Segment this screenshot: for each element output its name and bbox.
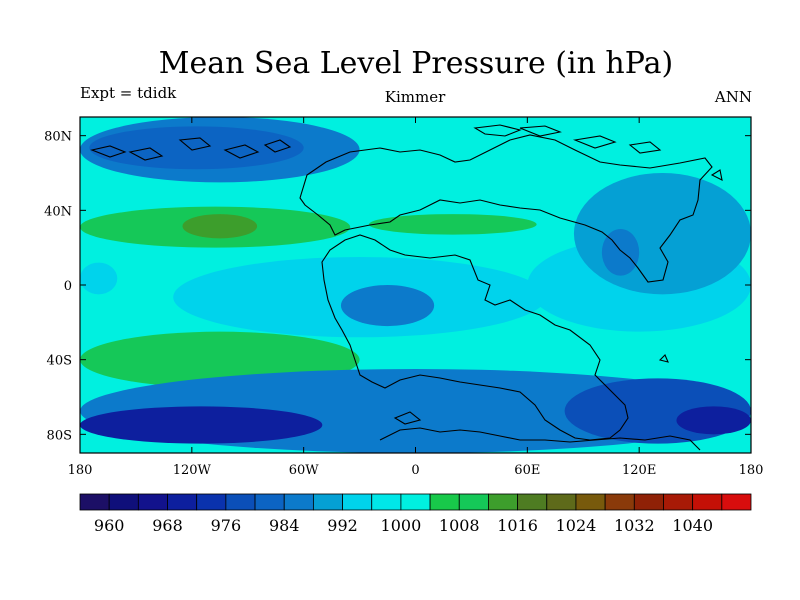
model-label: Kimmer <box>384 88 446 106</box>
colorbar-swatch <box>517 493 548 511</box>
region-south-east-deep-low <box>676 406 751 435</box>
region-east-asia-low <box>573 173 751 295</box>
colorbar-swatch <box>633 493 664 511</box>
colorbar: 960 968 976 984 992 1000 1008 1016 1024 1032 1040 <box>79 493 752 535</box>
colorbar-label: 1040 <box>672 516 713 535</box>
x-tick-label: 120E <box>622 463 656 478</box>
colorbar-label: 1024 <box>556 516 597 535</box>
colorbar-swatch <box>79 493 110 511</box>
colorbar-swatch <box>196 493 227 511</box>
x-tick-label: 180 <box>68 463 93 478</box>
region-southern-ocean-deep-low <box>80 406 323 444</box>
region-north-america-low <box>601 229 640 276</box>
x-tick-label: 60W <box>289 463 320 478</box>
colorbar-swatch <box>692 493 723 511</box>
colorbar-label: 1008 <box>439 516 480 535</box>
colorbar-swatch <box>429 493 460 511</box>
region-tethys-high <box>368 214 537 235</box>
y-tick-label: 0 <box>64 279 72 294</box>
coastlines <box>90 124 723 451</box>
colorbar-swatch <box>488 493 519 511</box>
colorbar-swatch <box>721 493 752 511</box>
colorbar-swatch <box>371 493 402 511</box>
region-arctic-low-core <box>89 126 304 170</box>
colorbar-swatch <box>254 493 285 511</box>
y-tick-label: 40N <box>44 204 72 219</box>
colorbar-label: 1032 <box>614 516 655 535</box>
colorbar-label: 984 <box>269 516 300 535</box>
colorbar-swatch <box>546 493 577 511</box>
colorbar-label: 992 <box>327 516 358 535</box>
x-tick-label: 180 <box>739 463 764 478</box>
season-label: ANN <box>714 88 752 106</box>
y-tick-label: 80S <box>47 428 72 443</box>
colorbar-swatch <box>342 493 373 511</box>
region-north-pacific-high-core <box>182 214 258 239</box>
y-tick-label: 80N <box>44 130 72 145</box>
colorbar-swatch <box>137 493 168 511</box>
colorbar-label: 1016 <box>497 516 538 535</box>
colorbar-swatch <box>167 493 198 511</box>
chart-title: Mean Sea Level Pressure (in hPa) <box>158 46 674 81</box>
colorbar-swatch <box>575 493 606 511</box>
colorbar-swatch <box>604 493 635 511</box>
colorbar-label: 976 <box>211 516 242 535</box>
colorbar-swatch <box>283 493 314 511</box>
region-equatorial-trough-west <box>80 262 118 295</box>
colorbar-swatch <box>312 493 343 511</box>
colorbar-swatch <box>458 493 489 511</box>
colorbar-label: 968 <box>152 516 183 535</box>
x-tick-label: 120W <box>173 463 212 478</box>
x-tick-label: 60E <box>514 463 540 478</box>
experiment-label: Expt = tdidk <box>80 84 177 102</box>
colorbar-label: 1000 <box>381 516 422 535</box>
colorbar-swatch <box>108 493 139 511</box>
region-south-america-low <box>340 285 435 327</box>
colorbar-swatch <box>225 493 256 511</box>
colorbar-label: 960 <box>94 516 125 535</box>
y-tick-label: 40S <box>47 354 72 369</box>
x-tick-label: 0 <box>411 463 419 478</box>
colorbar-swatch <box>663 493 694 511</box>
colorbar-swatch <box>400 493 431 511</box>
